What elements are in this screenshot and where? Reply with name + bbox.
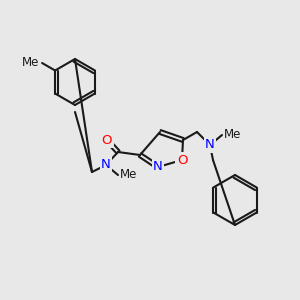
Text: N: N (205, 139, 215, 152)
Text: N: N (101, 158, 111, 172)
Text: Me: Me (22, 56, 39, 70)
Text: O: O (177, 154, 187, 166)
Text: Me: Me (224, 128, 242, 142)
Text: O: O (102, 134, 112, 146)
Text: N: N (153, 160, 163, 173)
Text: Me: Me (120, 169, 137, 182)
